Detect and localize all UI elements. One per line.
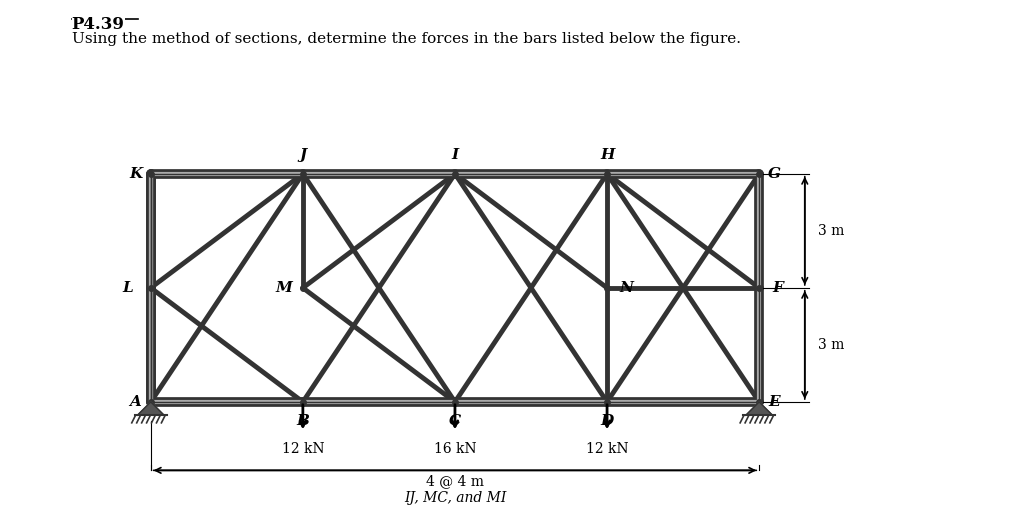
Text: J: J xyxy=(299,148,306,162)
Text: 4 @ 4 m: 4 @ 4 m xyxy=(426,474,484,488)
Text: M: M xyxy=(275,281,292,295)
Text: IJ, MC, and MI: IJ, MC, and MI xyxy=(403,491,506,506)
Text: E: E xyxy=(769,395,780,409)
Text: D: D xyxy=(600,414,613,428)
Text: 12 kN: 12 kN xyxy=(586,442,629,456)
Polygon shape xyxy=(137,402,164,415)
Text: L: L xyxy=(123,281,133,295)
Text: G: G xyxy=(768,167,781,181)
Text: B: B xyxy=(296,414,309,428)
Text: A: A xyxy=(130,395,141,409)
Text: N: N xyxy=(620,281,633,295)
Text: C: C xyxy=(449,414,461,428)
Text: Using the method of sections, determine the forces in the bars listed below the : Using the method of sections, determine … xyxy=(72,32,740,46)
Text: I: I xyxy=(452,148,459,162)
Text: K: K xyxy=(129,167,142,181)
Text: H: H xyxy=(600,148,614,162)
Text: 12 kN: 12 kN xyxy=(282,442,325,456)
Text: 16 kN: 16 kN xyxy=(433,442,476,456)
Text: 3 m: 3 m xyxy=(818,338,845,352)
Polygon shape xyxy=(745,402,772,415)
Text: P4.39: P4.39 xyxy=(72,16,125,33)
Text: F: F xyxy=(773,281,783,295)
Text: 3 m: 3 m xyxy=(818,224,845,238)
